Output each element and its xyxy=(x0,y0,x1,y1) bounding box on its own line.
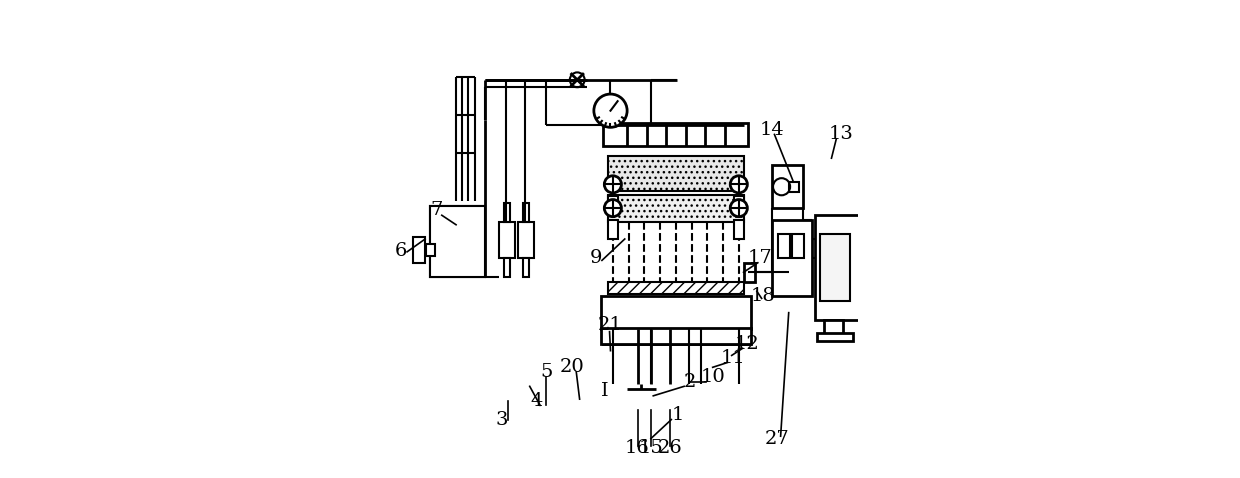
Bar xyxy=(430,206,485,277)
Bar xyxy=(789,182,799,193)
Bar xyxy=(608,220,618,239)
Bar xyxy=(744,263,755,282)
Text: 7: 7 xyxy=(430,202,443,219)
Bar xyxy=(604,122,748,146)
Bar xyxy=(522,203,528,222)
Text: 10: 10 xyxy=(701,368,725,386)
Bar xyxy=(817,333,853,341)
Text: I: I xyxy=(601,382,609,400)
Bar xyxy=(427,244,435,256)
Text: 26: 26 xyxy=(657,439,682,457)
Circle shape xyxy=(730,176,748,193)
Text: 3: 3 xyxy=(496,411,508,429)
Bar xyxy=(503,203,510,222)
Text: 2: 2 xyxy=(684,372,697,391)
Text: 16: 16 xyxy=(624,439,649,457)
Bar xyxy=(773,165,804,208)
Bar xyxy=(815,215,861,320)
Bar xyxy=(773,220,812,296)
Bar xyxy=(498,222,515,258)
Text: 12: 12 xyxy=(735,335,760,353)
Bar xyxy=(522,258,528,277)
Bar xyxy=(792,234,804,258)
Circle shape xyxy=(730,199,748,217)
Bar xyxy=(601,296,750,329)
Bar xyxy=(734,220,744,239)
Bar xyxy=(503,258,510,277)
Bar xyxy=(820,234,851,301)
Text: 11: 11 xyxy=(720,349,745,367)
Text: 15: 15 xyxy=(639,439,663,457)
Text: 18: 18 xyxy=(750,287,775,305)
Text: 17: 17 xyxy=(748,249,773,267)
Bar xyxy=(604,327,748,344)
Bar xyxy=(608,195,744,222)
Bar xyxy=(825,320,843,334)
Text: 6: 6 xyxy=(394,242,407,260)
Bar xyxy=(777,234,790,258)
Text: 4: 4 xyxy=(531,391,543,410)
Text: 27: 27 xyxy=(764,430,789,447)
Bar xyxy=(608,196,618,215)
Bar xyxy=(734,196,744,215)
Circle shape xyxy=(604,199,621,217)
Circle shape xyxy=(604,176,621,193)
Text: 20: 20 xyxy=(560,358,585,376)
Bar xyxy=(608,282,744,293)
Bar xyxy=(518,222,533,258)
Text: 5: 5 xyxy=(541,363,553,381)
Text: 14: 14 xyxy=(760,121,785,139)
Bar xyxy=(413,237,425,263)
Bar xyxy=(430,206,485,277)
Text: 13: 13 xyxy=(828,125,853,143)
Text: 21: 21 xyxy=(598,315,622,334)
Circle shape xyxy=(594,94,627,127)
Text: 1: 1 xyxy=(672,406,684,424)
Text: 9: 9 xyxy=(590,249,603,267)
Bar xyxy=(601,328,750,344)
Bar xyxy=(608,156,744,192)
